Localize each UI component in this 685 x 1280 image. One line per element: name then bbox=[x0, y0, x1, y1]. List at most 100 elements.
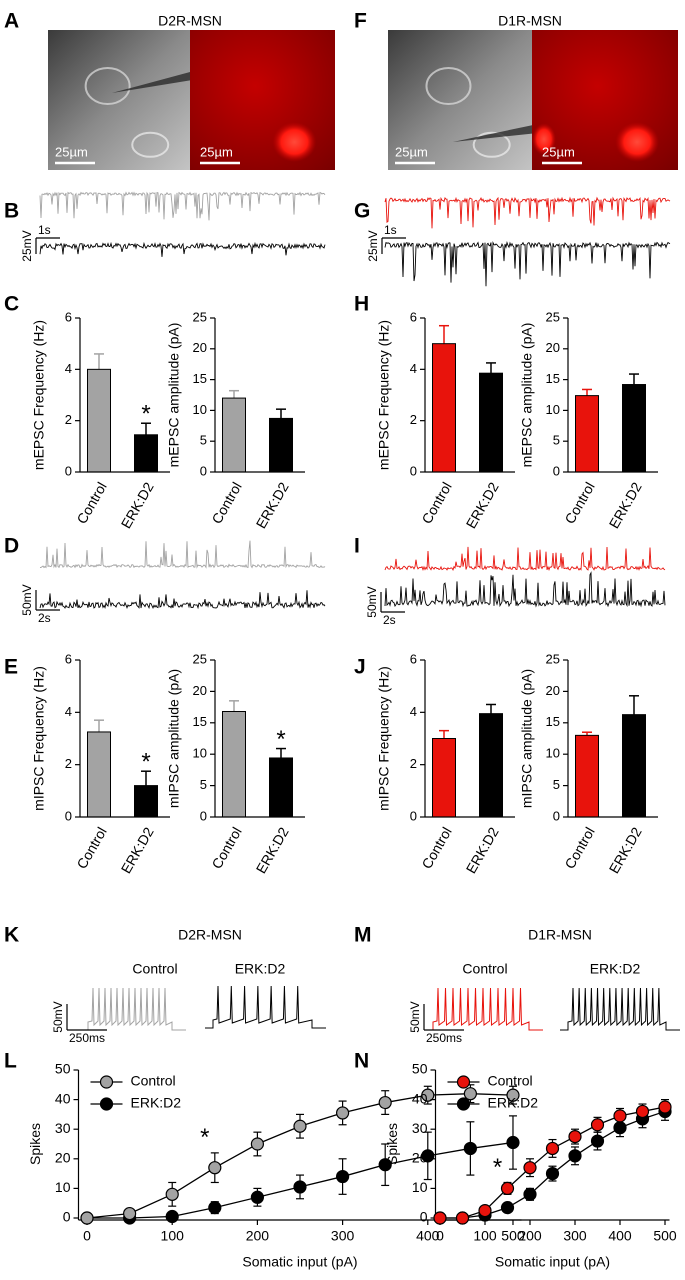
x-tick-label: Control bbox=[418, 824, 454, 871]
y-tick-label: 40 bbox=[55, 1090, 71, 1106]
panel-letter: B bbox=[4, 200, 19, 223]
point bbox=[80, 1211, 94, 1225]
y-tick-label: 0 bbox=[65, 463, 72, 478]
trace bbox=[39, 191, 326, 221]
x-tick-label: 200 bbox=[518, 1228, 542, 1244]
y-tick-label: 0 bbox=[65, 808, 72, 823]
cell bbox=[84, 67, 131, 105]
panel-letter: E bbox=[4, 656, 18, 679]
y-axis-label: mEPSC Frequency (Hz) bbox=[376, 320, 392, 470]
x-tick-label: ERK:D2 bbox=[606, 824, 645, 876]
legend-marker bbox=[456, 1097, 471, 1111]
point bbox=[165, 1209, 179, 1224]
point bbox=[500, 1201, 515, 1215]
x-tick-label: Control bbox=[561, 824, 597, 871]
bar bbox=[479, 713, 503, 818]
x-tick-label: 500 bbox=[501, 1228, 525, 1244]
bar bbox=[134, 434, 158, 473]
y-tick-label: 20 bbox=[55, 1150, 71, 1166]
scale-label: 50mV bbox=[51, 1001, 65, 1032]
cell-blob bbox=[615, 122, 660, 162]
significance: * bbox=[141, 401, 150, 428]
x-tick-label: ERK:D2 bbox=[253, 824, 292, 876]
x-tick-label: 100 bbox=[161, 1228, 185, 1244]
y-tick-label: 25 bbox=[546, 651, 560, 666]
panel-letter: L bbox=[4, 1050, 17, 1073]
panel-letter: A bbox=[4, 10, 19, 33]
scale-label: 25µm bbox=[200, 144, 233, 159]
x-tick-label: 0 bbox=[436, 1228, 444, 1244]
y-tick-label: 2 bbox=[65, 412, 72, 427]
point bbox=[506, 1088, 520, 1102]
bar bbox=[222, 397, 246, 473]
point bbox=[433, 1211, 447, 1225]
legend-label: Control bbox=[488, 1073, 533, 1089]
scale-label: 1s bbox=[38, 223, 51, 237]
scale-label: 1s bbox=[384, 223, 397, 237]
point bbox=[208, 1161, 222, 1175]
y-tick-label: 20 bbox=[193, 683, 207, 698]
point bbox=[463, 1141, 477, 1156]
y-axis-label: Spikes bbox=[27, 1123, 43, 1165]
y-tick-label: 15 bbox=[193, 714, 207, 729]
x-tick-label: 300 bbox=[331, 1228, 355, 1244]
panel-header: D1R-MSN bbox=[528, 927, 592, 943]
y-tick-label: 10 bbox=[546, 402, 560, 417]
point bbox=[335, 1169, 350, 1184]
scale-label: 25µm bbox=[395, 144, 428, 159]
y-tick-label: 20 bbox=[546, 683, 560, 698]
y-tick-label: 0 bbox=[410, 463, 417, 478]
bar bbox=[622, 384, 646, 473]
image-bg bbox=[388, 30, 532, 170]
cell-blob bbox=[532, 123, 556, 156]
y-tick-label: 10 bbox=[412, 1179, 428, 1195]
trace bbox=[384, 196, 671, 229]
x-tick-label: 200 bbox=[246, 1228, 270, 1244]
scale-label: 25µm bbox=[55, 144, 88, 159]
panel-letter: H bbox=[354, 293, 369, 316]
legend-label: ERK:D2 bbox=[488, 1095, 539, 1111]
trace-label: Control bbox=[462, 961, 507, 977]
y-tick-label: 25 bbox=[193, 651, 207, 666]
panel-letter: K bbox=[4, 924, 19, 947]
scale-label: 250ms bbox=[69, 1031, 105, 1045]
x-tick-label: 0 bbox=[83, 1228, 91, 1244]
bar bbox=[87, 368, 111, 473]
brightfield-image bbox=[388, 30, 532, 170]
x-tick-label: ERK:D2 bbox=[253, 479, 292, 531]
trace bbox=[384, 546, 666, 572]
y-tick-label: 6 bbox=[65, 651, 72, 666]
trace bbox=[39, 241, 326, 257]
trace bbox=[425, 987, 543, 1031]
y-tick-label: 10 bbox=[55, 1179, 71, 1195]
x-tick-label: ERK:D2 bbox=[118, 824, 157, 876]
point bbox=[590, 1118, 605, 1132]
y-tick-label: 20 bbox=[412, 1150, 428, 1166]
image-bg bbox=[48, 30, 190, 170]
legend-marker bbox=[99, 1075, 114, 1089]
y-tick-label: 0 bbox=[200, 808, 207, 823]
y-tick-label: 20 bbox=[546, 340, 560, 355]
bar bbox=[269, 757, 293, 818]
bar bbox=[432, 343, 456, 473]
trace bbox=[384, 240, 671, 287]
panel-letter: C bbox=[4, 293, 19, 316]
y-tick-label: 4 bbox=[65, 361, 72, 376]
point bbox=[378, 1158, 392, 1172]
scale-label: 25µm bbox=[542, 144, 575, 159]
y-tick-label: 15 bbox=[546, 714, 560, 729]
bar bbox=[432, 738, 456, 818]
x-axis-label: Somatic input (pA) bbox=[242, 1254, 357, 1270]
legend-marker bbox=[456, 1075, 471, 1089]
y-tick-label: 20 bbox=[193, 340, 207, 355]
point bbox=[545, 1141, 560, 1156]
cell bbox=[131, 131, 170, 158]
trace bbox=[39, 590, 326, 610]
point bbox=[590, 1134, 605, 1148]
cell bbox=[425, 67, 472, 105]
point bbox=[293, 1180, 307, 1194]
bar bbox=[575, 395, 599, 473]
cell-blob bbox=[272, 122, 317, 162]
legend-label: ERK:D2 bbox=[131, 1095, 182, 1111]
